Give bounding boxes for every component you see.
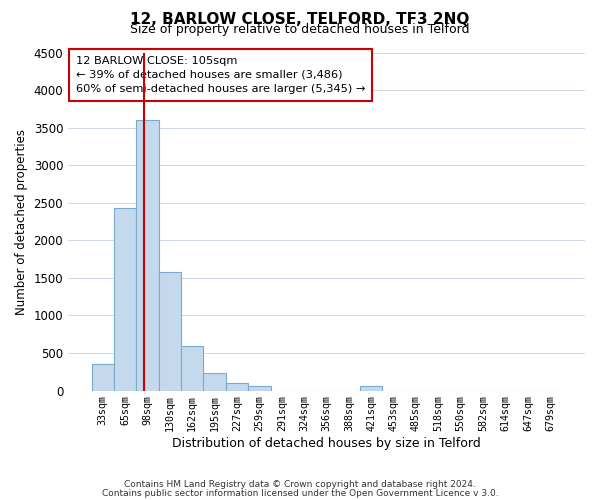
Bar (92, 364, 114, 390)
Bar (158, 272, 181, 390)
Text: Contains public sector information licensed under the Open Government Licence v : Contains public sector information licen… (101, 488, 499, 498)
X-axis label: Distribution of detached houses by size in Telford: Distribution of detached houses by size … (172, 437, 481, 450)
Text: Contains HM Land Registry data © Crown copyright and database right 2024.: Contains HM Land Registry data © Crown c… (124, 480, 476, 489)
Y-axis label: Number of detached properties: Number of detached properties (15, 128, 28, 314)
Bar (203, 372, 226, 390)
Text: 12, BARLOW CLOSE, TELFORD, TF3 2NQ: 12, BARLOW CLOSE, TELFORD, TF3 2NQ (130, 12, 470, 28)
Bar (136, 120, 158, 390)
Bar (114, 208, 136, 390)
Text: 12 BARLOW CLOSE: 105sqm
← 39% of detached houses are smaller (3,486)
60% of semi: 12 BARLOW CLOSE: 105sqm ← 39% of detache… (76, 56, 365, 94)
Text: Size of property relative to detached houses in Telford: Size of property relative to detached ho… (130, 22, 470, 36)
Bar (248, 386, 271, 390)
Bar (226, 383, 248, 390)
Bar (181, 346, 203, 391)
Bar (360, 386, 382, 390)
